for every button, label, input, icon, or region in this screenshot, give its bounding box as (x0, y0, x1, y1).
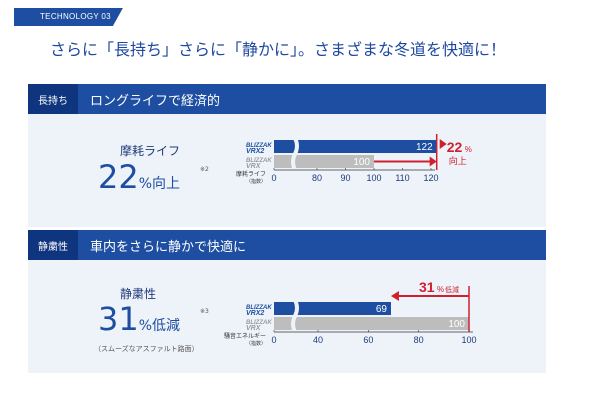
panel-title: 車内をさらに静かで快適に (90, 239, 247, 255)
metric-value: 31%低減 (98, 300, 180, 338)
panel-header: 長持ち ロングライフで経済的 (28, 84, 546, 114)
axis-title-unit: （指数） (246, 340, 266, 347)
axis-title: 摩耗ライフ (236, 170, 266, 178)
x-tick-label: 110 (395, 173, 409, 183)
highlight-arrowhead (390, 291, 399, 301)
panel-label: 長持ち (28, 84, 78, 114)
axis-title: 騒音エネルギー (224, 332, 266, 340)
panel-label: 静粛性 (28, 230, 78, 260)
x-tick-label: 40 (313, 335, 323, 345)
brand-vrx-model: VRX (246, 325, 262, 332)
x-tick-label: 80 (414, 335, 424, 345)
callout-text: 低減 (445, 285, 459, 294)
axis-title-unit: （指数） (246, 178, 266, 185)
x-tick-label: 120 (423, 173, 438, 183)
axis-break-mark (291, 299, 299, 333)
brand-vrx-label: BLIZZAK (246, 158, 272, 164)
brand-vrx2-model: VRX2 (246, 148, 264, 155)
metric-number: 31 (98, 300, 139, 338)
panel-longevity: 長持ち ロングライフで経済的 摩耗ライフ 22%向上 ※2 BLIZZAK VRX… (28, 84, 546, 227)
x-tick-label: 100 (366, 173, 381, 183)
panel-quietness: 静粛性 車内をさらに静かで快適に 静粛性 31%低減 ※3 （スムーズなアスファ… (28, 230, 546, 373)
x-tick-label: 90 (340, 173, 350, 183)
callout-unit: % (465, 145, 472, 154)
section-tag: TECHNOLOGY 03 (14, 8, 123, 26)
footnote-marker: ※2 (200, 166, 209, 173)
panel-title: ロングライフで経済的 (90, 93, 221, 109)
page-headline: さらに「長持ち」さらに「静かに」。さまざまな冬道を快適に！ (50, 40, 507, 59)
metric-unit: %低減 (138, 318, 181, 334)
footnote-marker: ※3 (200, 308, 209, 315)
bar-vrx2 (274, 140, 437, 153)
x-tick-label: 80 (312, 173, 322, 183)
metric-value: 22%向上 (98, 158, 180, 196)
metric-label: 静粛性 (120, 287, 157, 301)
brand-vrx-label: BLIZZAK (246, 320, 272, 326)
x-tick-label: 0 (271, 173, 276, 183)
x-tick-label: 0 (271, 335, 276, 345)
callout-unit: % (437, 285, 444, 294)
callout-text: 向上 (449, 155, 467, 167)
metric-label: 摩耗ライフ (120, 144, 181, 158)
bar-vrx (274, 317, 469, 330)
bar-value-vrx: 100 (353, 157, 370, 168)
metric-number: 22 (98, 158, 139, 196)
panel-header: 静粛性 車内をさらに静かで快適に (28, 230, 546, 260)
bar-vrx (274, 155, 374, 168)
metric-unit: %向上 (138, 176, 181, 192)
brand-vrx2-label: BLIZZAK (246, 143, 272, 149)
axis-break-mark (291, 137, 299, 171)
x-tick-label: 100 (461, 335, 476, 345)
panel-body: 摩耗ライフ 22%向上 ※2 BLIZZAK VRX2 BLIZZAK VRX 122 1… (28, 114, 546, 227)
metric-note: （スムーズなアスファルト路面） (94, 345, 199, 353)
bar-value-vrx2: 69 (376, 304, 388, 315)
brand-vrx2-label: BLIZZAK (246, 305, 272, 311)
callout-value: 31 (419, 279, 435, 295)
x-tick-label: 60 (363, 335, 373, 345)
bar-value-vrx: 100 (448, 319, 465, 330)
callout-value: 22 (447, 139, 463, 155)
highlight-arrowhead (429, 156, 437, 167)
callout-arrowhead (439, 139, 447, 149)
bar-value-vrx2: 122 (416, 142, 433, 153)
brand-vrx2-model: VRX2 (246, 310, 264, 317)
panel-body: 静粛性 31%低減 ※3 （スムーズなアスファルト路面） BLIZZAK VRX2… (28, 260, 546, 373)
bar-vrx2 (274, 302, 391, 315)
brand-vrx-model: VRX (246, 163, 262, 170)
